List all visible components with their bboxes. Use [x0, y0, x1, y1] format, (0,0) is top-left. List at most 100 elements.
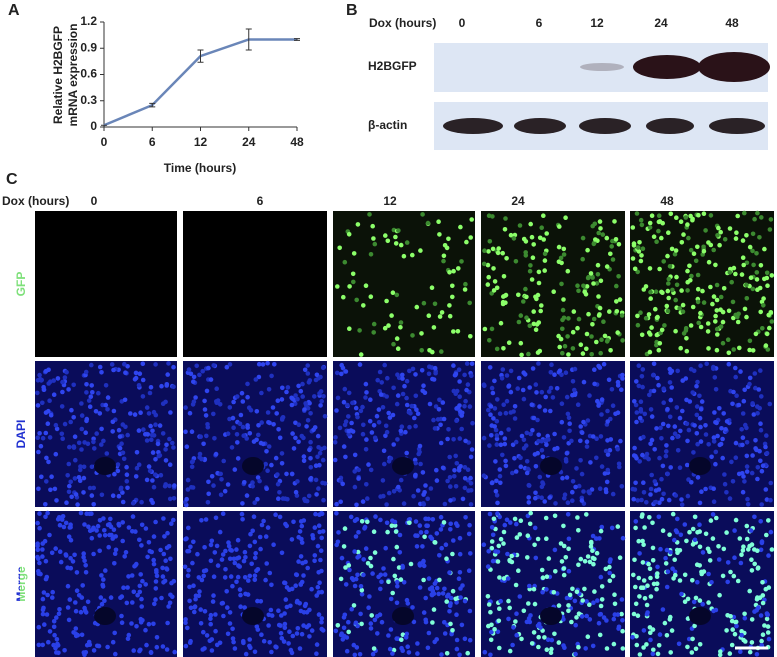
nucleus	[770, 319, 775, 324]
nucleus	[416, 411, 421, 416]
nucleus	[767, 637, 772, 642]
nucleus	[120, 520, 125, 525]
nucleus	[369, 468, 374, 473]
nucleus	[267, 640, 272, 645]
nucleus	[509, 554, 514, 559]
nucleus	[770, 273, 775, 278]
nucleus	[382, 363, 387, 368]
nucleus	[517, 376, 522, 381]
nucleus	[80, 413, 85, 418]
nucleus	[530, 641, 535, 646]
nucleus	[527, 500, 532, 505]
nucleus	[575, 326, 580, 331]
nucleus	[519, 637, 524, 642]
nucleus	[694, 596, 699, 601]
nucleus	[639, 407, 644, 412]
nucleus	[700, 399, 705, 404]
nucleus	[482, 262, 487, 267]
nucleus	[141, 394, 146, 399]
nucleus	[282, 611, 287, 616]
nucleus	[296, 535, 301, 540]
nucleus	[693, 515, 698, 520]
nucleus	[282, 580, 287, 585]
nucleus	[757, 387, 762, 392]
nucleus	[549, 386, 554, 391]
nucleus	[517, 320, 522, 325]
nucleus	[567, 569, 572, 574]
nucleus	[604, 449, 609, 454]
nucleus	[540, 485, 545, 490]
nucleus	[161, 431, 166, 436]
nucleus	[707, 260, 712, 265]
nucleus	[98, 411, 103, 416]
nucleus	[503, 523, 508, 528]
nucleus	[124, 550, 129, 555]
nucleus	[528, 432, 533, 437]
nucleus	[269, 463, 274, 468]
nucleus	[120, 620, 125, 625]
nucleus	[394, 241, 399, 246]
nucleus	[557, 245, 562, 250]
nucleus	[741, 263, 746, 268]
nucleus	[504, 293, 509, 298]
nucleus	[73, 458, 78, 463]
nucleus	[249, 562, 254, 567]
nucleus	[464, 388, 469, 393]
nucleus	[566, 603, 571, 608]
nucleus	[752, 217, 757, 222]
nucleus	[455, 638, 460, 643]
nucleus	[236, 456, 241, 461]
nucleus	[761, 632, 766, 637]
nucleus	[607, 571, 612, 576]
nucleus	[445, 437, 450, 442]
nucleus	[444, 542, 449, 547]
nucleus	[666, 230, 671, 235]
nucleus	[40, 401, 45, 406]
nucleus	[122, 554, 127, 559]
nucleus	[592, 557, 597, 562]
nucleus	[766, 553, 771, 558]
nucleus	[634, 420, 639, 425]
nucleus	[216, 563, 221, 568]
nucleus	[498, 467, 503, 472]
nucleus	[457, 394, 462, 399]
nucleus	[347, 391, 352, 396]
nucleus	[606, 468, 611, 473]
nucleus	[300, 632, 305, 637]
nucleus	[595, 551, 600, 556]
nucleus	[669, 398, 674, 403]
nucleus	[364, 546, 369, 551]
nucleus	[447, 303, 452, 308]
nucleus	[91, 440, 96, 445]
nucleus	[290, 403, 295, 408]
nucleus	[698, 642, 703, 647]
nucleus	[602, 362, 607, 367]
nucleus	[211, 412, 216, 417]
nucleus	[591, 600, 596, 605]
nucleus	[695, 562, 700, 567]
nucleus	[255, 627, 260, 632]
nucleus	[469, 481, 474, 486]
nucleus	[679, 533, 684, 538]
nucleus	[286, 641, 291, 646]
nucleus	[727, 351, 732, 356]
nucleus	[463, 399, 468, 404]
nucleus	[413, 372, 418, 377]
nucleus	[662, 323, 667, 328]
nucleus	[766, 518, 771, 523]
nucleus	[660, 497, 665, 502]
nucleus	[415, 651, 420, 656]
nucleus	[369, 613, 374, 618]
nucleus	[512, 456, 517, 461]
nucleus	[64, 521, 69, 526]
nucleus	[519, 464, 524, 469]
nucleus	[399, 243, 404, 248]
nucleus	[433, 426, 438, 431]
nucleus	[41, 612, 46, 617]
nucleus	[501, 367, 506, 372]
nucleus	[687, 264, 692, 269]
nucleus	[66, 605, 71, 610]
nucleus	[737, 472, 742, 477]
nucleus	[168, 410, 173, 415]
nucleus	[580, 430, 585, 435]
